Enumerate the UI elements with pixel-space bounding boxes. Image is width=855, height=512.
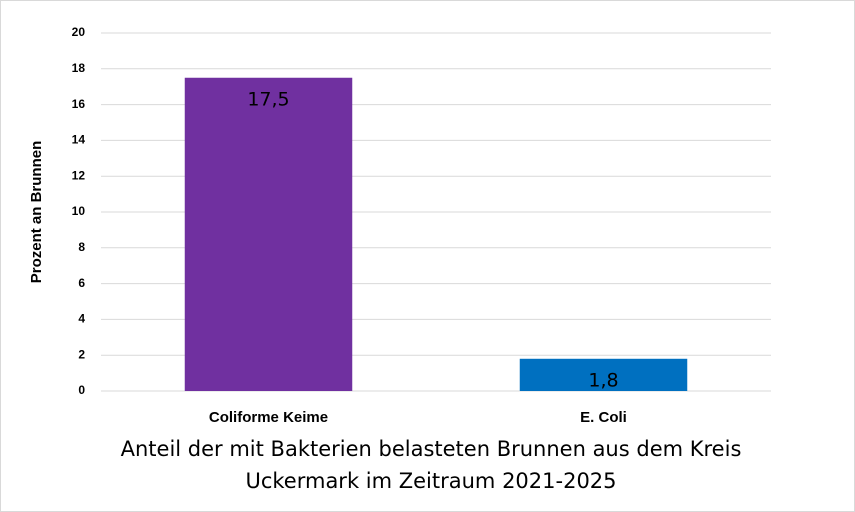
y-tick-label: 20 <box>72 25 86 39</box>
y-tick-label: 8 <box>78 240 85 254</box>
y-tick-label: 14 <box>72 133 86 147</box>
y-tick-label: 0 <box>78 383 85 397</box>
y-tick-label: 12 <box>72 168 86 182</box>
y-tick-label: 4 <box>78 312 85 326</box>
value-label: 1,8 <box>588 369 618 391</box>
value-label: 17,5 <box>247 88 289 110</box>
x-tick-label: Coliforme Keime <box>209 409 328 426</box>
y-axis-label: Prozent an Brunnen <box>28 141 45 284</box>
y-tick-label: 6 <box>78 276 85 290</box>
x-axis-label: Anteil der mit Bakterien belasteten Brun… <box>120 437 742 493</box>
y-tick-label: 18 <box>72 61 86 75</box>
bar <box>184 77 353 391</box>
x-tick-label: E. Coli <box>580 409 627 426</box>
y-tick-label: 16 <box>72 97 86 111</box>
y-tick-label: 10 <box>72 204 86 218</box>
bar <box>519 358 688 391</box>
y-tick-label: 2 <box>78 347 85 361</box>
